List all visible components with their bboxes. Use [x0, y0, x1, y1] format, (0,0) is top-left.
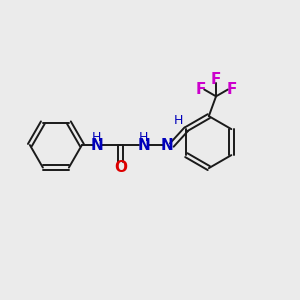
Text: H: H — [92, 130, 101, 144]
Text: F: F — [211, 71, 221, 86]
Text: F: F — [226, 82, 237, 97]
Text: N: N — [90, 137, 103, 152]
Text: O: O — [114, 160, 127, 175]
Text: H: H — [174, 114, 184, 127]
Text: H: H — [139, 130, 148, 144]
Text: N: N — [161, 137, 174, 152]
Text: N: N — [137, 137, 150, 152]
Text: F: F — [195, 82, 206, 97]
